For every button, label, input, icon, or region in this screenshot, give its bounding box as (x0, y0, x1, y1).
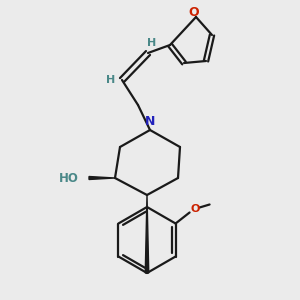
Text: O: O (191, 205, 200, 214)
Text: H: H (106, 75, 116, 85)
Text: HO: HO (59, 172, 79, 184)
Text: H: H (147, 38, 157, 48)
Polygon shape (145, 195, 149, 273)
Text: N: N (145, 115, 155, 128)
Text: O: O (189, 5, 199, 19)
Polygon shape (89, 176, 115, 179)
